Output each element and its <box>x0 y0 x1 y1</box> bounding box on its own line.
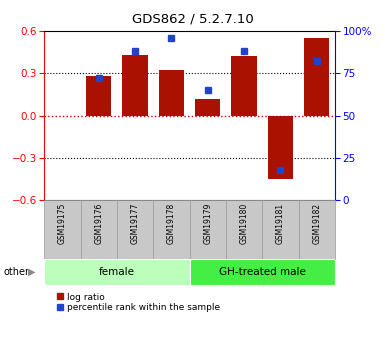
Text: GSM19178: GSM19178 <box>167 203 176 244</box>
Text: other: other <box>4 267 30 277</box>
Bar <box>304 38 330 116</box>
Text: GSM19179: GSM19179 <box>203 203 212 244</box>
Bar <box>122 55 148 116</box>
Bar <box>44 200 80 259</box>
Text: GH-treated male: GH-treated male <box>219 267 306 277</box>
Bar <box>299 200 335 259</box>
Bar <box>231 56 257 116</box>
Bar <box>86 76 112 116</box>
Bar <box>44 259 190 285</box>
Bar <box>159 70 184 116</box>
Text: GSM19181: GSM19181 <box>276 203 285 244</box>
Bar <box>226 200 262 259</box>
Text: GDS862 / 5.2.7.10: GDS862 / 5.2.7.10 <box>132 12 253 25</box>
Bar <box>268 116 293 179</box>
Bar <box>117 200 153 259</box>
Text: GSM19180: GSM19180 <box>239 203 249 244</box>
Bar <box>262 200 299 259</box>
Bar <box>190 200 226 259</box>
Bar <box>195 99 221 116</box>
Text: GSM19182: GSM19182 <box>312 203 321 244</box>
Text: GSM19175: GSM19175 <box>58 203 67 244</box>
Text: GSM19176: GSM19176 <box>94 203 103 244</box>
Text: ▶: ▶ <box>28 267 35 277</box>
Bar <box>80 200 117 259</box>
Legend: log ratio, percentile rank within the sample: log ratio, percentile rank within the sa… <box>57 293 221 312</box>
Bar <box>153 200 189 259</box>
Bar <box>190 259 335 285</box>
Text: GSM19177: GSM19177 <box>131 203 140 244</box>
Text: female: female <box>99 267 135 277</box>
